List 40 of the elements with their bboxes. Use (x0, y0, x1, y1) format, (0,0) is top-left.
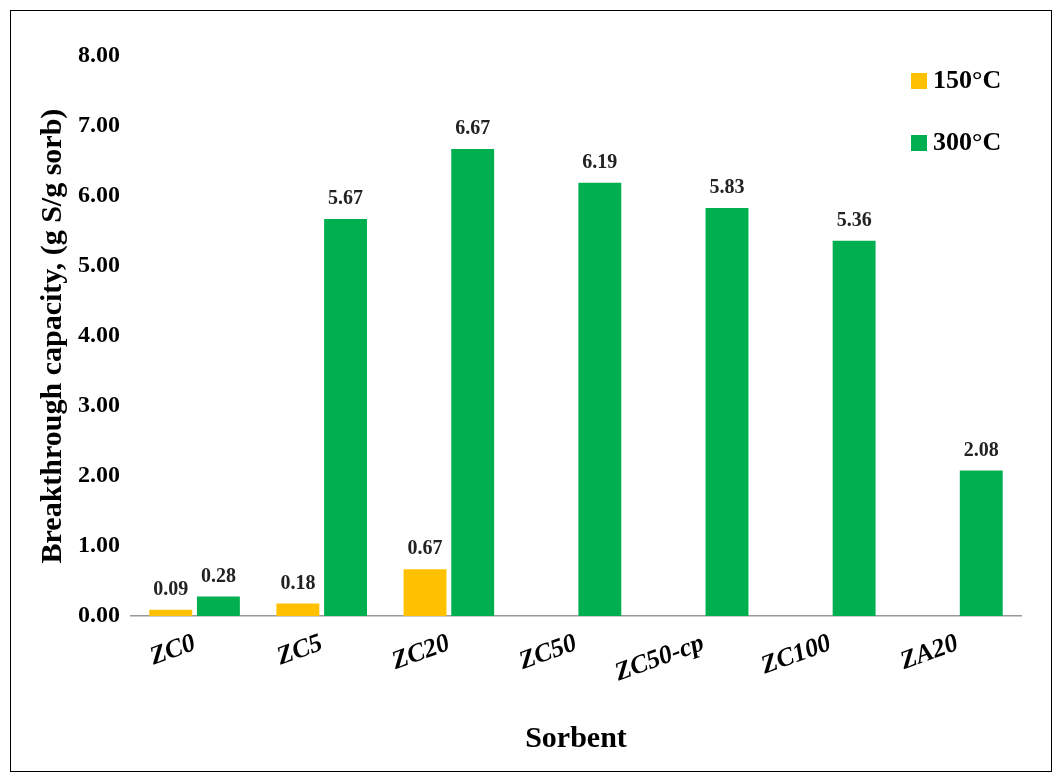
y-tick-label: 0.00 (78, 601, 120, 628)
bar (149, 609, 193, 617)
x-tick-label: ZC100 (755, 627, 835, 680)
data-label: 0.28 (200, 563, 236, 586)
x-tick-label: ZC50 (513, 627, 581, 676)
bar (451, 149, 495, 617)
y-tick-label: 6.00 (78, 181, 120, 208)
x-tick-label: ZC0 (144, 627, 199, 671)
y-tick-label: 4.00 (78, 321, 120, 348)
data-label: 2.08 (963, 437, 999, 460)
legend-label: 150°C (933, 64, 1002, 94)
y-tick-label: 3.00 (78, 391, 120, 418)
data-label: 5.67 (328, 186, 364, 209)
data-label: 0.67 (407, 536, 443, 559)
x-tick-label: ZC50-cp (609, 627, 708, 687)
bar (276, 603, 320, 617)
x-tick-label: ZA20 (895, 627, 962, 676)
y-axis-title: Breakthrough capacity, (g S/g sorb) (33, 108, 68, 564)
data-label: 5.83 (709, 175, 745, 198)
y-tick-label: 1.00 (78, 531, 120, 558)
bar (196, 596, 240, 617)
bar (832, 240, 876, 617)
legend-label: 300°C (933, 126, 1002, 156)
bar (324, 219, 368, 617)
y-tick-label: 7.00 (78, 111, 120, 138)
x-tick-label: ZC5 (271, 627, 327, 671)
x-axis-title: Sorbent (525, 719, 627, 753)
y-tick-label: 2.00 (78, 461, 120, 488)
bar (578, 182, 622, 617)
data-label: 6.19 (582, 149, 618, 172)
y-tick-label: 8.00 (78, 41, 120, 68)
y-tick-label: 5.00 (78, 251, 120, 278)
data-label: 6.67 (455, 116, 491, 139)
x-tick-label: ZC20 (386, 627, 454, 676)
bar (959, 470, 1003, 617)
bar (705, 207, 749, 617)
data-label: 0.18 (280, 570, 316, 593)
data-label: 0.09 (153, 576, 189, 599)
bar (403, 569, 447, 617)
data-label: 5.36 (836, 208, 872, 230)
